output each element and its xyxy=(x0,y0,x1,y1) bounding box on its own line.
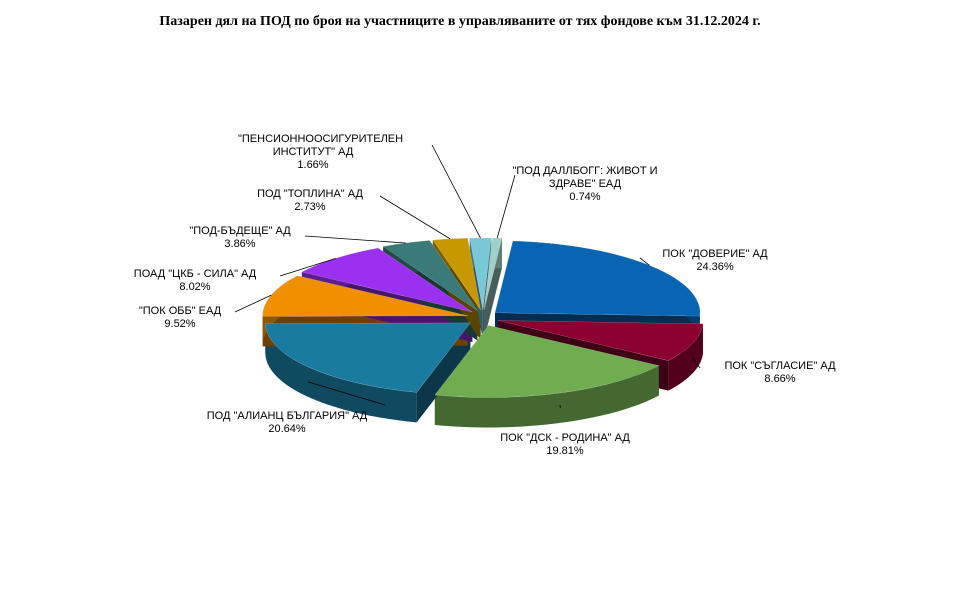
category-label: ПОК "ДСК - РОДИНА" АД xyxy=(500,432,630,444)
slice-side xyxy=(668,323,703,391)
leader-line xyxy=(379,195,451,240)
value-label: 9.52% xyxy=(164,318,196,330)
category-label: ПОК "СЪГЛАСИЕ" АД xyxy=(724,360,836,372)
slice xyxy=(265,322,471,393)
leader-line xyxy=(307,381,386,406)
value-label: 0.74% xyxy=(569,191,601,203)
slice-label: "ПОК ОББ" ЕАД 9.52% xyxy=(110,305,250,331)
slice-label: "ПОД ДАЛЛБОГГ: ЖИВОТ И ЗДРАВЕ" ЕАД 0.74% xyxy=(490,165,680,204)
category-label: ПОАД "ЦКБ - СИЛА" АД xyxy=(133,268,257,280)
slice xyxy=(498,320,704,361)
value-label: 19.81% xyxy=(546,445,584,457)
leader-line xyxy=(431,144,481,239)
leader-line xyxy=(304,235,406,244)
leader-line xyxy=(496,174,516,239)
slice-side xyxy=(265,323,417,423)
slice xyxy=(434,325,660,398)
value-label: 8.02% xyxy=(179,281,211,293)
leader-line xyxy=(692,357,701,369)
leader-line xyxy=(234,294,272,313)
slice-label: ПОК "ДСК - РОДИНА" АД 19.81% xyxy=(470,432,660,458)
leader-line xyxy=(639,257,650,266)
category-label: ПОД "АЛИАНЦ БЪЛГАРИЯ" АД xyxy=(206,410,368,422)
value-label: 1.66% xyxy=(297,159,329,171)
category-label: "ПОД ДАЛЛБОГГ: ЖИВОТ И ЗДРАВЕ" ЕАД xyxy=(512,165,658,190)
slice-label: ПОАД "ЦКБ - СИЛА" АД 8.02% xyxy=(110,268,280,294)
category-label: "ПЕНСИОННООСИГУРИТЕЛЕН ИНСТИТУТ" АД xyxy=(238,133,404,158)
slice xyxy=(262,275,468,317)
slice-label: ПОД "ТОПЛИНА" АД 2.73% xyxy=(235,188,385,214)
category-label: "ПОД-БЪДЕЩЕ" АД xyxy=(189,225,291,237)
value-label: 20.64% xyxy=(268,423,306,435)
category-label: ПОД "ТОПЛИНА" АД xyxy=(257,188,363,200)
slice xyxy=(483,237,503,311)
slice-label: ПОК "СЪГЛАСИЕ" АД 8.66% xyxy=(700,360,860,386)
value-label: 24.36% xyxy=(696,261,734,273)
slice-label: "ПОД-БЪДЕЩЕ" АД 3.86% xyxy=(165,225,315,251)
slice-label: "ПЕНСИОННООСИГУРИТЕЛЕН ИНСТИТУТ" АД 1.66% xyxy=(238,133,404,172)
slice-label: ПОК "ДОВЕРИЕ" АД 24.36% xyxy=(635,248,795,274)
chart-title: Пазарен дял на ПОД по броя на участницит… xyxy=(159,14,761,29)
slice-label: ПОД "АЛИАНЦ БЪЛГАРИЯ" АД 20.64% xyxy=(187,410,387,436)
leader-line xyxy=(279,257,336,277)
slice xyxy=(382,240,478,311)
category-label: ПОК "ДОВЕРИЕ" АД xyxy=(662,248,768,260)
value-label: 2.73% xyxy=(294,201,326,213)
value-label: 3.86% xyxy=(224,238,256,250)
slice-side xyxy=(434,365,659,428)
slice xyxy=(301,247,473,313)
category-label: "ПОК ОББ" ЕАД xyxy=(138,305,222,317)
value-label: 8.66% xyxy=(764,373,796,385)
